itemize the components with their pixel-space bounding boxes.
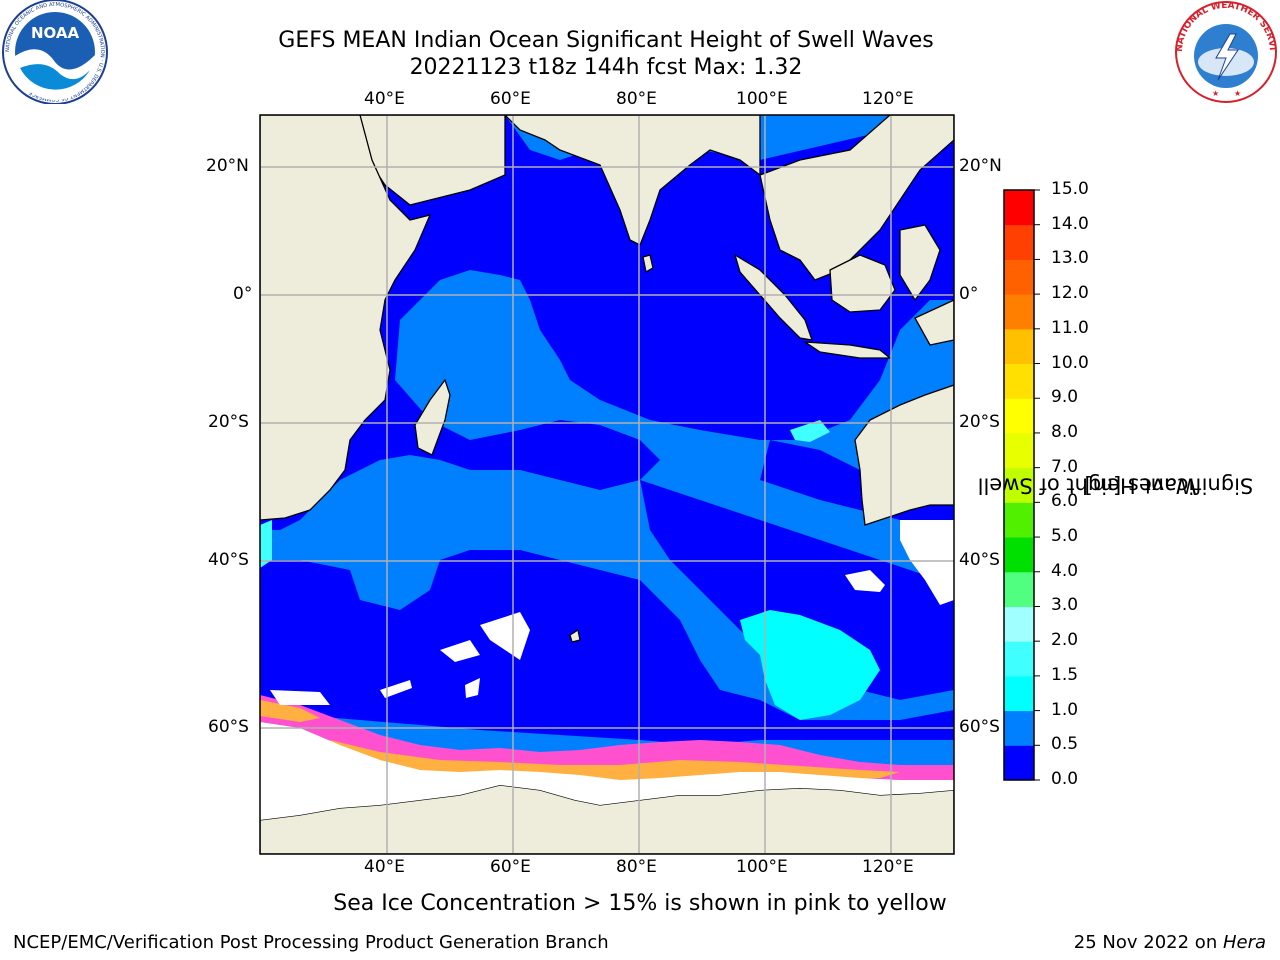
footer-date: 25 Nov 2022 on Hera <box>1073 932 1266 953</box>
colorbar-tick-label: 7.0 <box>1051 456 1079 477</box>
colorbar-swatch <box>1004 606 1034 642</box>
lat-label-left: 20°N <box>206 156 249 176</box>
colorbar-tick-label: 4.0 <box>1051 560 1079 581</box>
colorbar-tick-label: 3.0 <box>1051 595 1079 616</box>
mask-patches <box>270 520 954 705</box>
footer-machine: Hera <box>1222 932 1266 953</box>
colorbar-swatch <box>1004 675 1034 712</box>
lon-label-top: 100°E <box>736 89 788 109</box>
lon-label-top: 60°E <box>490 89 531 109</box>
colorbar-tick-label: 2.0 <box>1051 630 1079 651</box>
colorbar-swatch <box>1004 224 1034 260</box>
lat-label-left: 20°S <box>208 412 249 432</box>
sea-ice-band <box>260 695 954 820</box>
lat-label-right: 60°S <box>959 717 1000 737</box>
svg-text:NOAA: NOAA <box>31 24 80 42</box>
colorbar-tick-label: 8.0 <box>1051 421 1079 442</box>
lat-label-right: 20°S <box>959 412 1000 432</box>
colorbar-swatch <box>1004 398 1034 434</box>
colorbar-tick-label: 10.0 <box>1051 352 1089 373</box>
graticule <box>260 115 954 854</box>
colorbar-tick-label: 11.0 <box>1051 317 1089 338</box>
moderate-swell-region <box>260 420 880 720</box>
lat-label-left: 0° <box>233 284 253 304</box>
colorbar-swatch <box>1004 467 1034 503</box>
colorbar-tick-label: 12.0 <box>1051 283 1089 304</box>
noaa-logo: NATIONAL OCEANIC AND ATMOSPHERIC ADMINIS… <box>2 0 108 104</box>
footer-credit: NCEP/EMC/Verification Post Processing Pr… <box>13 932 609 953</box>
colorbar-swatch <box>1004 190 1034 226</box>
chart-subtitle: 20221123 t18z 144h fcst Max: 1.32 <box>409 55 803 80</box>
colorbar-swatch <box>1004 432 1034 469</box>
lat-label-right: 20°N <box>959 156 1002 176</box>
lat-label-right: 40°S <box>959 550 1000 570</box>
colorbar-swatch <box>1004 259 1034 295</box>
svg-text:★: ★ <box>1212 89 1219 98</box>
colorbar-tick-label: 1.0 <box>1051 699 1079 720</box>
colorbar-swatch <box>1004 571 1034 607</box>
lon-label-bottom: 120°E <box>862 857 914 877</box>
colorbar-swatch <box>1004 502 1034 538</box>
svg-text:★: ★ <box>1234 89 1241 98</box>
colorbar <box>1003 189 1040 781</box>
lon-label-bottom: 40°E <box>364 857 405 877</box>
colorbar-tick-label: 6.0 <box>1051 491 1079 512</box>
colorbar-swatch <box>1004 363 1034 399</box>
sea-ice-note: Sea Ice Concentration > 15% is shown in … <box>333 891 947 916</box>
colorbar-swatch <box>1004 710 1034 746</box>
colorbar-swatch <box>1004 641 1034 677</box>
lat-label-left: 60°S <box>208 717 249 737</box>
colorbar-swatch <box>1004 537 1034 573</box>
colorbar-swatch <box>1004 294 1034 330</box>
colorbar-tick-label: 14.0 <box>1051 213 1089 234</box>
chart-title: GEFS MEAN Indian Ocean Significant Heigh… <box>278 28 934 53</box>
lat-label-right: 0° <box>959 284 979 304</box>
colorbar-swatch <box>1004 328 1034 365</box>
colorbar-tick-label: 1.5 <box>1051 664 1079 685</box>
colorbar-frame <box>1003 189 1035 781</box>
lon-label-bottom: 100°E <box>736 857 788 877</box>
lon-label-bottom: 60°E <box>490 857 531 877</box>
colorbar-tick-label: 15.0 <box>1051 179 1089 199</box>
colorbar-swatch <box>1004 745 1034 781</box>
lon-label-top: 80°E <box>616 89 657 109</box>
colorbar-tick-label: 5.0 <box>1051 526 1079 547</box>
colorbar-tick-label: 0.0 <box>1051 769 1079 789</box>
lat-label-left: 40°S <box>208 550 249 570</box>
lon-label-bottom: 80°E <box>616 857 657 877</box>
lon-label-top: 40°E <box>364 89 405 109</box>
map-frame <box>259 114 955 855</box>
colorbar-tick-label: 0.5 <box>1051 734 1079 755</box>
colorbar-tick-label: 9.0 <box>1051 387 1079 408</box>
colorbar-tick-label: 13.0 <box>1051 248 1089 269</box>
lon-label-top: 120°E <box>862 89 914 109</box>
nws-logo: NATIONAL WEATHER SERVICE ★ ★ <box>1172 0 1277 103</box>
